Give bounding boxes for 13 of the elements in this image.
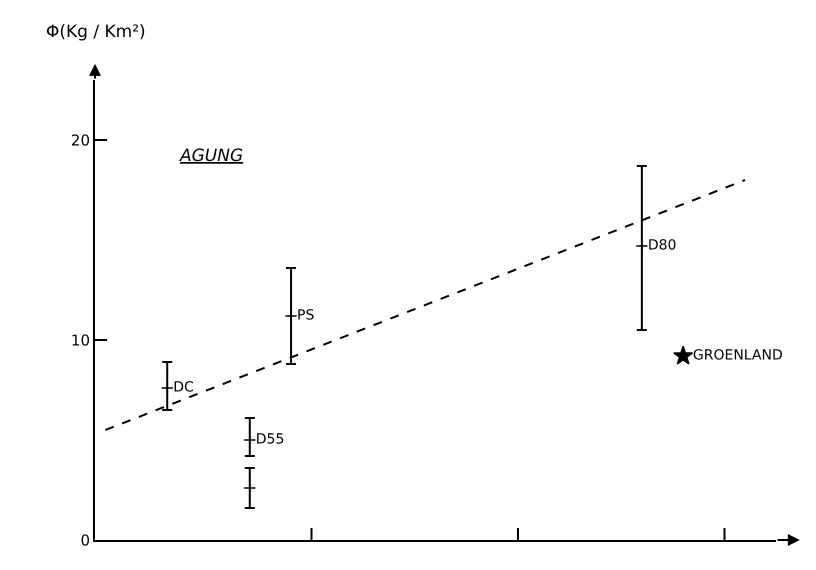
y-tick-label: 0 xyxy=(80,531,90,550)
point xyxy=(284,310,298,322)
annotation: AGUNG xyxy=(179,146,244,166)
series-label: GROENLAND xyxy=(692,348,783,364)
series-label: D80 xyxy=(648,238,676,254)
series-label: D55 xyxy=(256,432,284,448)
y-tick-label: 10 xyxy=(70,331,90,350)
series-label: PS xyxy=(297,308,314,324)
point xyxy=(673,345,694,365)
series-label: DC xyxy=(173,380,194,396)
y-tick-label: 20 xyxy=(70,131,90,150)
point xyxy=(636,240,648,252)
y-axis-title: Φ(Kg / Km²) xyxy=(46,22,146,42)
